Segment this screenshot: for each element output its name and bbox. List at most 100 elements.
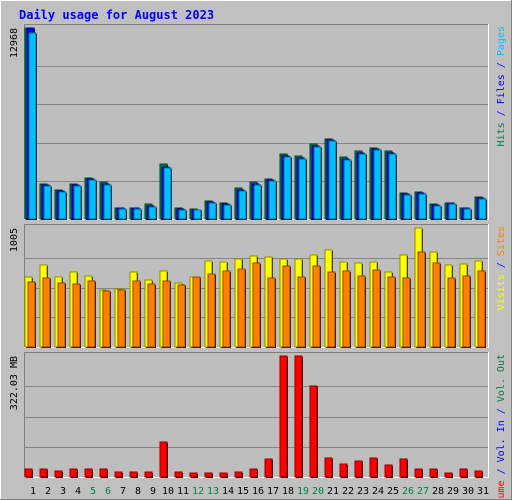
bar-pages-day-25 bbox=[388, 153, 397, 220]
bar-volume-day-30 bbox=[459, 468, 468, 478]
x-tick-label: 14 bbox=[222, 486, 234, 497]
x-tick-label: 16 bbox=[252, 486, 264, 497]
bar-pages-day-4 bbox=[73, 185, 82, 220]
bar-pages-day-17 bbox=[268, 180, 277, 220]
bar-sites-day-5 bbox=[87, 280, 96, 348]
x-tick-label: 28 bbox=[432, 486, 444, 497]
bar-pages-day-26 bbox=[403, 194, 412, 220]
bar-volume-day-25 bbox=[384, 464, 393, 478]
bar-pages-day-31 bbox=[478, 198, 487, 220]
bar-volume-day-23 bbox=[354, 460, 363, 478]
bar-volume-day-17 bbox=[264, 458, 273, 478]
legend-item: / bbox=[496, 402, 507, 420]
x-tick-label: 20 bbox=[312, 486, 324, 497]
bar-volume-day-22 bbox=[339, 463, 348, 478]
panel-top: 12968 Hits / Files / Pages bbox=[9, 24, 507, 220]
bar-sites-day-23 bbox=[357, 275, 366, 348]
bar-pages-day-2 bbox=[43, 185, 52, 220]
bar-pages-day-23 bbox=[358, 153, 367, 220]
legend-item: Visits bbox=[496, 274, 507, 310]
legend-item: / bbox=[496, 104, 507, 122]
bar-sites-day-18 bbox=[282, 265, 291, 348]
bar-volume-day-28 bbox=[429, 468, 438, 478]
bar-volume-day-9 bbox=[144, 471, 153, 478]
bar-volume-day-11 bbox=[174, 471, 183, 478]
bar-pages-day-7 bbox=[118, 208, 127, 220]
bar-sites-day-4 bbox=[72, 283, 81, 348]
x-tick-label: 2 bbox=[45, 486, 51, 497]
x-tick-label: 31 bbox=[477, 486, 489, 497]
x-tick-label: 18 bbox=[282, 486, 294, 497]
bar-sites-day-24 bbox=[372, 269, 381, 348]
bar-pages-day-13 bbox=[208, 202, 217, 220]
legend-item: Pages bbox=[496, 26, 507, 56]
bar-volume-day-27 bbox=[414, 468, 423, 478]
bar-pages-day-1 bbox=[28, 32, 37, 220]
x-tick-label: 22 bbox=[342, 486, 354, 497]
x-tick-label: 10 bbox=[162, 486, 174, 497]
bar-volume-day-29 bbox=[444, 472, 453, 478]
bar-pages-day-15 bbox=[238, 190, 247, 220]
bar-volume-day-18 bbox=[279, 355, 288, 478]
x-tick-label: 1 bbox=[30, 486, 36, 497]
x-tick-label: 4 bbox=[75, 486, 81, 497]
bar-pages-day-30 bbox=[463, 208, 472, 220]
x-tick-label: 5 bbox=[90, 486, 96, 497]
bar-sites-day-31 bbox=[477, 270, 486, 348]
x-tick-label: 19 bbox=[297, 486, 309, 497]
bar-volume-day-19 bbox=[294, 355, 303, 478]
bar-sites-day-12 bbox=[192, 276, 201, 348]
bar-sites-day-3 bbox=[57, 282, 66, 348]
x-tick-label: 25 bbox=[387, 486, 399, 497]
plot-area bbox=[24, 352, 489, 478]
bar-pages-day-9 bbox=[148, 206, 157, 220]
bar-pages-day-21 bbox=[328, 140, 337, 220]
bar-pages-day-27 bbox=[418, 193, 427, 220]
bar-pages-day-14 bbox=[223, 204, 232, 220]
bar-sites-day-11 bbox=[177, 284, 186, 348]
bar-volume-day-13 bbox=[204, 472, 213, 478]
bar-sites-day-7 bbox=[117, 289, 126, 348]
legend-item: Vol. Out bbox=[496, 354, 507, 402]
x-tick-label: 30 bbox=[462, 486, 474, 497]
legend-middle: Visits / Sites bbox=[496, 226, 507, 310]
panel-bottom: 322.03 MB Volume / Vol. In / Vol. Out bbox=[9, 352, 507, 500]
bar-pages-day-28 bbox=[433, 205, 442, 220]
bar-pages-day-22 bbox=[343, 159, 352, 220]
x-tick-label: 13 bbox=[207, 486, 219, 497]
chart-title: Daily usage for August 2023 bbox=[19, 8, 214, 22]
bar-sites-day-30 bbox=[462, 275, 471, 348]
bar-volume-day-20 bbox=[309, 385, 318, 478]
bar-volume-day-21 bbox=[324, 457, 333, 478]
x-axis-labels: 1 2 3 4 5 6 7 8 9 10 11 12 13 14 15 16 17 18 19 20 21 22 23 24 2… bbox=[30, 486, 489, 497]
legend-bottom: Volume / Vol. In / Vol. Out bbox=[496, 354, 507, 500]
x-tick-label: 26 bbox=[402, 486, 414, 497]
bar-volume-day-12 bbox=[189, 472, 198, 478]
y-max-label: 12968 bbox=[9, 28, 20, 58]
bar-sites-day-28 bbox=[432, 262, 441, 348]
x-tick-label: 12 bbox=[192, 486, 204, 497]
y-max-label: 322.03 MB bbox=[9, 356, 20, 410]
bar-pages-day-16 bbox=[253, 184, 262, 220]
bar-sites-day-21 bbox=[327, 271, 336, 348]
bar-sites-day-29 bbox=[447, 277, 456, 348]
bar-pages-day-19 bbox=[298, 158, 307, 220]
x-tick-label: 11 bbox=[177, 486, 189, 497]
x-tick-label: 24 bbox=[372, 486, 384, 497]
bar-pages-day-5 bbox=[88, 179, 97, 220]
bar-sites-day-6 bbox=[102, 290, 111, 348]
bar-pages-day-18 bbox=[283, 156, 292, 220]
x-tick-label: 15 bbox=[237, 486, 249, 497]
bar-sites-day-25 bbox=[387, 276, 396, 348]
legend-top: Hits / Files / Pages bbox=[496, 26, 507, 146]
bar-volume-day-4 bbox=[69, 468, 78, 478]
bar-volume-day-15 bbox=[234, 471, 243, 478]
x-tick-label: 21 bbox=[327, 486, 339, 497]
bar-pages-day-20 bbox=[313, 146, 322, 220]
bar-volume-day-31 bbox=[474, 470, 483, 478]
bar-pages-day-3 bbox=[58, 191, 67, 220]
x-tick-label: 29 bbox=[447, 486, 459, 497]
bar-pages-day-29 bbox=[448, 203, 457, 220]
